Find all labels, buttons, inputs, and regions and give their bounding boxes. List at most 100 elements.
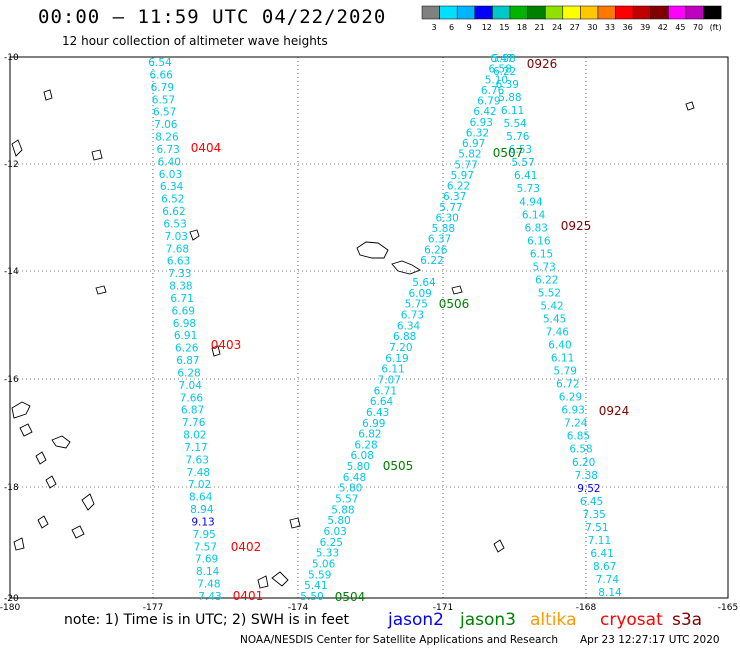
wave-height-value: 6.39 <box>496 79 519 91</box>
legend-swatch <box>439 5 458 20</box>
legend-jason3: jason3 <box>460 610 516 630</box>
wave-height-value: 7.07 <box>378 374 401 386</box>
map-frame: -10 -12 -14 -16 -18 -20-180 -177 -174 -171 -168 -1… <box>0 53 738 613</box>
legend-tick: 15 <box>499 23 509 32</box>
wave-height-value: 5.38 <box>492 53 515 65</box>
wave-height-value: 5.88 <box>498 92 521 104</box>
wave-height-value: 5.06 <box>312 559 336 571</box>
wave-height-value: 8.14 <box>598 587 622 599</box>
altimeter-tracks: 6.546.666.796.576.577.068.266.736.406.03… <box>148 53 622 603</box>
island-outline <box>211 345 221 357</box>
wave-height-value: 5.54 <box>503 118 527 130</box>
wave-height-value: 6.16 <box>527 235 551 247</box>
page-title: 00:00 – 11:59 UTC 04/22/2020 <box>38 6 387 28</box>
wave-height-value: 5.77 <box>439 202 462 214</box>
pass-labels: 0404 0403 0402 0401 0926 0925 0924 0507 0506 0505… <box>191 57 630 604</box>
legend-swatch <box>544 5 564 20</box>
pass-label: 0401 <box>233 589 264 603</box>
lat-label: -18 <box>4 483 19 493</box>
wave-height-value: 6.87 <box>181 405 204 417</box>
lon-label: -168 <box>576 603 597 613</box>
pass-label: 0504 <box>335 590 366 604</box>
wave-height-value: 7.24 <box>564 418 588 430</box>
wave-height-value: 5.76 <box>506 131 530 143</box>
lon-label: -174 <box>288 603 309 613</box>
wave-height-value: 6.53 <box>163 218 186 230</box>
wave-height-value: 6.85 <box>567 431 590 443</box>
pass-label: 0507 <box>493 146 524 160</box>
island-outline <box>11 401 31 419</box>
wave-height-value: 7.11 <box>588 535 611 547</box>
legend-tick: 33 <box>605 23 615 32</box>
legend-swatch <box>580 5 599 20</box>
wave-height-value: 6.11 <box>501 105 524 117</box>
wave-height-value: 5.57 <box>335 494 358 506</box>
wave-height-value: 6.22 <box>493 66 516 78</box>
wave-height-value: 7.35 <box>582 509 605 521</box>
legend-swatch <box>456 5 476 20</box>
wave-height-value: 5.80 <box>347 461 370 473</box>
island-outline <box>37 515 49 529</box>
wave-height-value: 6.58 <box>489 64 512 76</box>
wave-height-value: 6.53 <box>509 144 532 156</box>
lat-label: -14 <box>4 267 19 277</box>
legend-swatch <box>509 5 528 20</box>
page-subtitle: 12 hour collection of altimeter wave hei… <box>62 34 328 48</box>
island-outline <box>81 493 95 511</box>
island-outline <box>391 260 421 275</box>
wave-height-value: 6.26 <box>424 244 448 256</box>
wave-height-value: 6.40 <box>158 156 181 168</box>
wave-height-value: 6.32 <box>466 127 489 139</box>
wave-height-value: 6.88 <box>393 331 416 343</box>
legend-tick: 3 <box>431 23 436 32</box>
wave-height-value: 6.93 <box>470 117 493 129</box>
wave-height-value: 7.06 <box>154 119 178 131</box>
footer-note: note: 1) Time is in UTC; 2) SWH is in fe… <box>64 612 350 628</box>
wave-height-value: 8.94 <box>190 504 214 516</box>
island-outline <box>685 101 695 111</box>
wave-height-value: 6.66 <box>149 69 173 81</box>
wave-height-value: 9.13 <box>191 516 214 528</box>
wave-height-value: 7.63 <box>186 454 209 466</box>
legend-swatch <box>421 5 440 20</box>
wave-height-value: 5.64 <box>412 277 436 289</box>
legend-s3a: s3a <box>672 610 703 630</box>
wave-height-value: 6.40 <box>548 340 571 352</box>
island-outline <box>289 517 301 529</box>
wave-height-value: 9.52 <box>577 483 600 495</box>
legend-swatch <box>474 5 493 20</box>
wave-height-value: 5.73 <box>517 183 540 195</box>
wave-height-value: 7.48 <box>197 579 220 591</box>
wave-height-value: 5.79 <box>554 366 577 378</box>
legend-tick: 9 <box>467 23 472 32</box>
legend-altika: altika <box>530 610 577 630</box>
wave-height-value: 6.57 <box>153 107 176 119</box>
pass-label: 0926 <box>527 57 558 71</box>
island-outline <box>45 475 57 489</box>
wave-height-value: 5.80 <box>339 483 362 495</box>
legend-swatch <box>703 5 722 20</box>
legend-swatch <box>527 5 546 20</box>
wave-height-value: 7.43 <box>198 591 221 603</box>
wave-height-value: 6.11 <box>551 353 574 365</box>
wave-height-value: 6.71 <box>374 385 397 397</box>
wave-height-value: 6.82 <box>358 429 381 441</box>
legend-swatch <box>597 5 616 20</box>
legend-tick: 30 <box>587 23 597 32</box>
wave-height-value: 5.77 <box>454 159 477 171</box>
wave-height-value: 7.03 <box>165 231 188 243</box>
wave-height-value: 6.28 <box>354 439 377 451</box>
legend-tick: 70 <box>693 23 703 32</box>
wave-height-value: 6.25 <box>320 537 343 549</box>
wave-height-value: 6.73 <box>156 144 179 156</box>
wave-height-value: 7.57 <box>194 541 217 553</box>
legend-tick: 21 <box>535 23 545 32</box>
legend-tick: (ft) <box>710 23 722 32</box>
wave-height-value: 6.03 <box>323 526 346 538</box>
wave-height-value: 7.68 <box>166 243 189 255</box>
wave-height-value: 8.02 <box>183 430 206 442</box>
wave-height-value: 7.04 <box>179 380 203 392</box>
pass-label: 0925 <box>561 219 592 233</box>
legend-swatch <box>492 5 511 20</box>
wave-height-value: 6.22 <box>535 274 558 286</box>
